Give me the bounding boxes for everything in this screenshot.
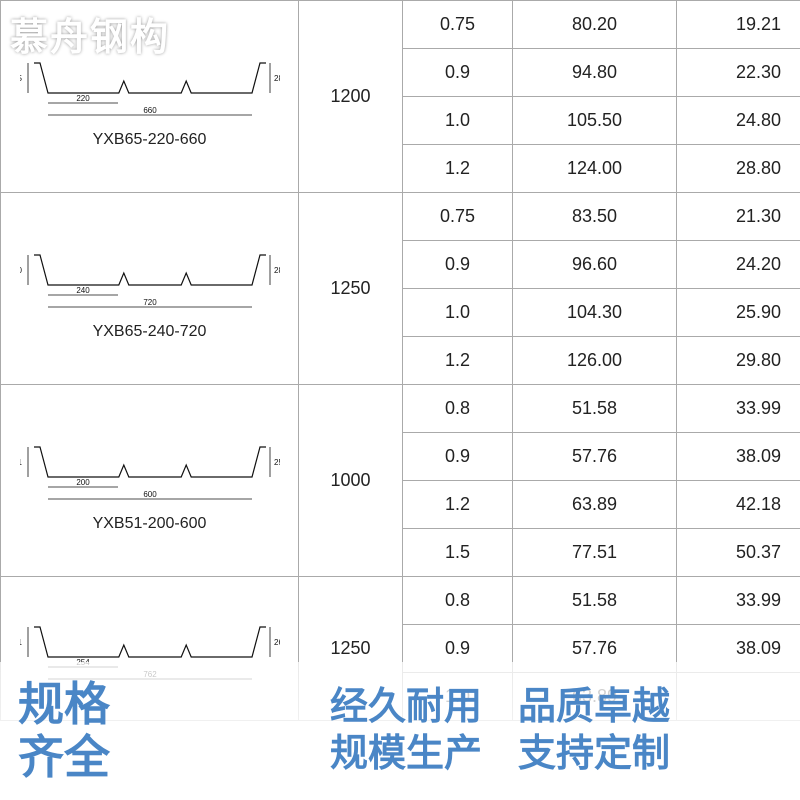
svg-text:65: 65 <box>20 74 23 83</box>
table-row: 51 26 254 762 12500.851.5833.99 <box>1 577 800 625</box>
profile-label: YXB65-220-660 <box>93 131 207 149</box>
promo-banner: 规格 齐全 经久耐用 品质卓越 规模生产 支持定制 <box>0 662 800 800</box>
value1-cell: 94.80 <box>513 49 677 97</box>
banner-r1b: 品质卓越 <box>518 684 670 732</box>
banner-r1a: 经久耐用 <box>330 684 482 732</box>
value1-cell: 51.58 <box>513 385 677 433</box>
thickness-cell: 0.8 <box>403 385 513 433</box>
value1-cell: 77.51 <box>513 529 677 577</box>
banner-r2b: 支持定制 <box>518 731 670 779</box>
value1-cell: 104.30 <box>513 289 677 337</box>
banner-left-line1: 规格 <box>18 678 200 731</box>
value1-cell: 63.89 <box>513 481 677 529</box>
profile-label: YXB65-240-720 <box>93 323 207 341</box>
banner-left-line2: 齐全 <box>18 731 200 784</box>
svg-text:30: 30 <box>20 266 23 275</box>
profile-diagram-svg: 30 28 240 720 <box>20 237 280 317</box>
value2-cell: 22.30 <box>677 49 800 97</box>
svg-text:600: 600 <box>143 490 157 499</box>
width-cell: 1000 <box>299 385 403 577</box>
thickness-cell: 0.9 <box>403 241 513 289</box>
svg-text:28: 28 <box>274 266 280 275</box>
value2-cell: 38.09 <box>677 433 800 481</box>
table-row: 30 28 240 720 YXB65-240-720 12500.7583.5… <box>1 193 800 241</box>
svg-text:660: 660 <box>143 106 157 115</box>
thickness-cell: 0.75 <box>403 193 513 241</box>
profile-cell: 30 28 240 720 YXB65-240-720 <box>1 193 299 385</box>
value2-cell: 42.18 <box>677 481 800 529</box>
value1-cell: 51.58 <box>513 577 677 625</box>
value2-cell: 19.21 <box>677 1 800 49</box>
thickness-cell: 1.2 <box>403 145 513 193</box>
value1-cell: 83.50 <box>513 193 677 241</box>
value2-cell: 24.20 <box>677 241 800 289</box>
value2-cell: 29.80 <box>677 337 800 385</box>
value1-cell: 126.00 <box>513 337 677 385</box>
spec-table: 65 28 220 660 YXB65-220-660 12000.7580.2… <box>0 0 800 721</box>
svg-text:25: 25 <box>274 458 280 467</box>
thickness-cell: 1.5 <box>403 529 513 577</box>
svg-text:51: 51 <box>20 458 23 467</box>
svg-text:51: 51 <box>20 638 23 647</box>
thickness-cell: 1.0 <box>403 289 513 337</box>
brand-watermark: 慕舟钢构 <box>0 0 180 67</box>
value2-cell: 50.37 <box>677 529 800 577</box>
value1-cell: 80.20 <box>513 1 677 49</box>
value2-cell: 33.99 <box>677 385 800 433</box>
profile-diagram-svg: 51 25 200 600 <box>20 429 280 509</box>
value1-cell: 124.00 <box>513 145 677 193</box>
value1-cell: 57.76 <box>513 433 677 481</box>
svg-text:28: 28 <box>274 74 280 83</box>
svg-text:26: 26 <box>274 638 280 647</box>
thickness-cell: 1.0 <box>403 97 513 145</box>
value2-cell: 28.80 <box>677 145 800 193</box>
thickness-cell: 0.8 <box>403 577 513 625</box>
value2-cell: 25.90 <box>677 289 800 337</box>
svg-text:220: 220 <box>76 94 90 103</box>
thickness-cell: 0.9 <box>403 49 513 97</box>
thickness-cell: 1.2 <box>403 481 513 529</box>
banner-r2a: 规模生产 <box>330 731 482 779</box>
value2-cell: 21.30 <box>677 193 800 241</box>
width-cell: 1250 <box>299 193 403 385</box>
page-root: 65 28 220 660 YXB65-220-660 12000.7580.2… <box>0 0 800 800</box>
thickness-cell: 1.2 <box>403 337 513 385</box>
table-row: 51 25 200 600 YXB51-200-600 10000.851.58… <box>1 385 800 433</box>
value2-cell: 33.99 <box>677 577 800 625</box>
thickness-cell: 0.9 <box>403 433 513 481</box>
svg-text:720: 720 <box>143 298 157 307</box>
value2-cell: 24.80 <box>677 97 800 145</box>
banner-left: 规格 齐全 <box>0 662 200 800</box>
thickness-cell: 0.75 <box>403 1 513 49</box>
width-cell: 1200 <box>299 1 403 193</box>
svg-text:240: 240 <box>76 286 90 295</box>
profile-label: YXB51-200-600 <box>93 515 207 533</box>
svg-text:200: 200 <box>76 478 90 487</box>
value1-cell: 96.60 <box>513 241 677 289</box>
profile-cell: 51 25 200 600 YXB51-200-600 <box>1 385 299 577</box>
banner-right: 经久耐用 品质卓越 规模生产 支持定制 <box>200 662 800 800</box>
value1-cell: 105.50 <box>513 97 677 145</box>
